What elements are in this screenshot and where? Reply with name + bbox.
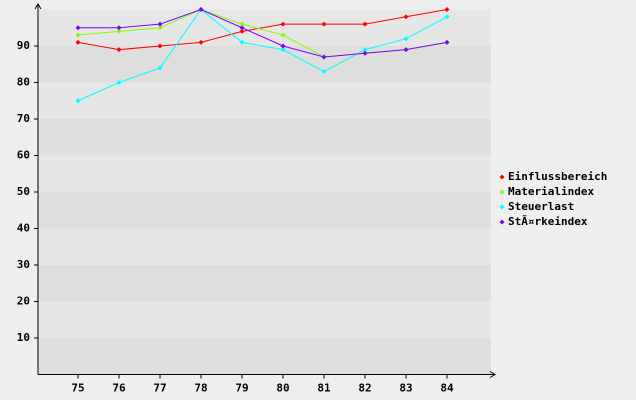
series-line <box>77 9 448 51</box>
grid-band <box>38 192 491 229</box>
data-point <box>116 80 122 85</box>
grid-band <box>38 301 491 338</box>
legend-label: Einflussbereich <box>508 170 607 183</box>
y-tick-label: 80 <box>17 76 30 89</box>
data-point <box>198 39 204 45</box>
grid-band <box>38 338 491 375</box>
grid-band <box>38 82 491 119</box>
data-point <box>75 25 81 31</box>
data-point <box>403 14 409 20</box>
x-tick-label: 77 <box>153 382 166 395</box>
x-tick-label: 80 <box>276 382 289 395</box>
legend-label: Steuerlast <box>508 200 574 213</box>
grid-band <box>38 119 491 156</box>
data-point <box>116 47 122 53</box>
x-tick-label: 84 <box>440 382 454 395</box>
y-tick-label: 70 <box>17 112 30 125</box>
data-point <box>362 50 368 56</box>
legend-label: Materialindex <box>508 185 594 198</box>
data-point <box>75 32 81 38</box>
data-point <box>239 39 245 45</box>
x-tick-label: 79 <box>235 382 248 395</box>
data-point <box>321 21 327 27</box>
data-point <box>116 28 122 34</box>
data-point <box>362 47 368 53</box>
data-point <box>157 21 163 27</box>
y-tick-label: 50 <box>17 185 30 198</box>
legend-marker <box>499 189 505 195</box>
legend-marker <box>499 204 505 210</box>
y-tick-label: 60 <box>17 149 30 162</box>
data-point <box>280 47 286 53</box>
grid-band <box>38 155 491 192</box>
x-tick-label: 83 <box>399 382 412 395</box>
data-point <box>444 7 450 12</box>
legend-label: StÃ¤rkeindex <box>508 215 588 228</box>
data-point <box>280 32 286 38</box>
data-point <box>444 39 450 45</box>
x-tick-label: 82 <box>358 382 371 395</box>
x-axis-arrow <box>489 371 496 378</box>
data-point <box>321 69 327 75</box>
data-point <box>239 28 245 34</box>
y-tick-label: 40 <box>17 222 30 235</box>
data-point <box>75 98 81 104</box>
x-tick-label: 75 <box>71 382 84 395</box>
legend-marker <box>499 174 505 180</box>
x-tick-label: 81 <box>317 382 331 395</box>
data-point <box>116 25 122 31</box>
y-tick-label: 30 <box>17 258 30 271</box>
data-point <box>198 7 204 12</box>
data-point <box>157 25 163 31</box>
data-point <box>321 54 327 60</box>
x-tick-label: 78 <box>194 382 207 395</box>
series-line <box>78 8 448 58</box>
data-point <box>239 21 245 27</box>
y-tick-label: 10 <box>17 331 30 344</box>
data-point <box>280 21 286 27</box>
series-line <box>77 8 448 102</box>
legend-marker <box>499 219 505 225</box>
grid-band <box>38 228 491 265</box>
y-tick-label: 90 <box>17 39 30 52</box>
grid-band <box>38 46 491 83</box>
data-point <box>157 43 163 49</box>
data-point <box>444 14 450 20</box>
data-point <box>239 25 245 31</box>
data-point <box>280 43 286 49</box>
y-tick-label: 20 <box>17 295 30 308</box>
data-point <box>362 21 368 27</box>
x-tick-label: 76 <box>112 382 126 395</box>
data-point <box>157 65 163 71</box>
data-point <box>403 36 409 42</box>
data-point <box>75 39 81 45</box>
data-point <box>403 47 409 53</box>
y-axis-arrow <box>34 3 42 10</box>
grid-band <box>38 265 491 302</box>
